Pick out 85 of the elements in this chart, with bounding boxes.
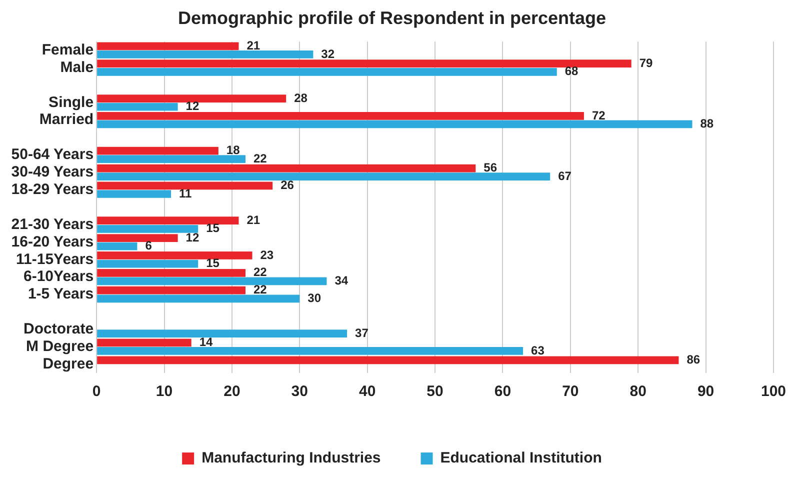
data-label: 79 bbox=[639, 56, 654, 70]
x-tick-label: 90 bbox=[697, 383, 714, 400]
y-tick-label: Female bbox=[42, 41, 94, 58]
data-label: 63 bbox=[531, 343, 545, 358]
y-tick-label: 18-29 Years bbox=[11, 181, 94, 198]
data-label: 86 bbox=[686, 352, 700, 366]
data-label: 22 bbox=[253, 265, 268, 280]
bar bbox=[97, 252, 252, 260]
bar bbox=[97, 347, 524, 355]
y-tick-label: Doctorate bbox=[24, 320, 94, 338]
bar bbox=[97, 234, 178, 242]
data-label: 32 bbox=[321, 46, 335, 61]
y-tick-label: 1-5 Years bbox=[28, 286, 94, 303]
data-label: 30 bbox=[308, 290, 322, 305]
bar bbox=[97, 68, 557, 76]
bar bbox=[97, 190, 172, 198]
bar bbox=[97, 277, 327, 286]
y-tick-label: 6-10Years bbox=[23, 268, 94, 286]
bar bbox=[97, 356, 679, 364]
x-tick-label: 30 bbox=[291, 383, 308, 400]
bar bbox=[97, 294, 300, 303]
x-tick-label: 100 bbox=[760, 383, 786, 400]
bar bbox=[97, 146, 218, 155]
bar bbox=[97, 242, 138, 250]
data-label: 72 bbox=[592, 108, 606, 122]
x-tick-label: 40 bbox=[358, 383, 376, 400]
bar bbox=[97, 338, 192, 347]
x-tick-label: 60 bbox=[494, 383, 512, 400]
bar bbox=[97, 182, 273, 190]
data-label: 21 bbox=[246, 38, 260, 52]
bar bbox=[97, 330, 348, 338]
y-tick-label: Degree bbox=[42, 355, 94, 372]
data-label: 6 bbox=[145, 238, 152, 253]
bar bbox=[97, 216, 239, 225]
bar bbox=[97, 155, 246, 164]
bar bbox=[97, 224, 198, 233]
data-label: 67 bbox=[558, 168, 572, 183]
bar bbox=[97, 120, 692, 128]
x-tick-label: 20 bbox=[224, 383, 240, 400]
data-label: 23 bbox=[260, 248, 274, 262]
data-label: 28 bbox=[294, 90, 308, 105]
data-label: 56 bbox=[484, 160, 498, 175]
bar bbox=[97, 112, 584, 120]
bar bbox=[97, 260, 198, 268]
y-tick-label: 30-49 Years bbox=[11, 164, 94, 181]
y-tick-label: 11-15Years bbox=[16, 250, 94, 268]
bar bbox=[97, 60, 632, 68]
legend-label: Manufacturing Industries bbox=[202, 450, 381, 467]
data-label: 37 bbox=[355, 326, 369, 340]
legend-label: Educational Institution bbox=[440, 450, 602, 467]
x-tick-label: 70 bbox=[562, 383, 579, 400]
chart-title: Demographic profile of Respondent in percentage bbox=[178, 8, 606, 28]
data-label: 15 bbox=[206, 221, 220, 236]
bar bbox=[97, 268, 246, 277]
y-tick-label: Married bbox=[39, 111, 94, 128]
data-label: 15 bbox=[206, 256, 220, 270]
x-tick-label: 10 bbox=[156, 383, 173, 400]
y-tick-label: Single bbox=[48, 94, 94, 111]
data-label: 26 bbox=[280, 178, 294, 192]
bar bbox=[97, 172, 550, 180]
data-label: 21 bbox=[246, 212, 260, 227]
x-tick-label: 0 bbox=[92, 383, 101, 400]
data-label: 18 bbox=[226, 143, 240, 158]
bar bbox=[97, 42, 239, 50]
bar bbox=[97, 94, 286, 102]
bar bbox=[97, 50, 314, 58]
y-tick-label: Male bbox=[60, 58, 94, 76]
data-label: 12 bbox=[186, 99, 200, 114]
data-label: 11 bbox=[179, 186, 192, 200]
y-tick-label: 21-30 Years bbox=[11, 216, 94, 233]
bar bbox=[97, 102, 178, 111]
x-tick-label: 80 bbox=[630, 383, 646, 400]
data-label: 34 bbox=[334, 274, 348, 288]
y-tick-label: M Degree bbox=[26, 338, 94, 355]
data-label: 22 bbox=[253, 282, 268, 297]
y-tick-label: 16-20 Years bbox=[11, 233, 94, 250]
y-tick-label: 50-64 Years bbox=[11, 146, 94, 164]
data-label: 12 bbox=[186, 230, 200, 244]
x-tick-label: 50 bbox=[426, 383, 444, 400]
data-label: 22 bbox=[253, 151, 268, 166]
bar bbox=[97, 164, 476, 172]
data-label: 14 bbox=[199, 335, 214, 350]
bar bbox=[97, 286, 246, 294]
data-label: 88 bbox=[700, 116, 714, 131]
data-label: 68 bbox=[564, 64, 579, 78]
